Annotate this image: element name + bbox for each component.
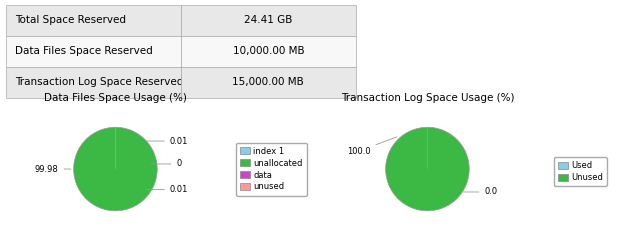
Legend: Used, Unused: Used, Unused (553, 157, 607, 186)
Legend: index 1, unallocated, data, unused: index 1, unallocated, data, unused (236, 143, 307, 196)
Text: 0.01: 0.01 (146, 185, 188, 194)
Text: 0.0: 0.0 (464, 187, 498, 196)
Text: 99.98: 99.98 (35, 165, 71, 173)
Wedge shape (386, 127, 469, 211)
Title: Transaction Log Space Usage (%): Transaction Log Space Usage (%) (341, 93, 514, 103)
Text: 0.01: 0.01 (146, 136, 188, 146)
Text: 0: 0 (152, 159, 182, 169)
Title: Data Files Space Usage (%): Data Files Space Usage (%) (44, 93, 187, 103)
Wedge shape (74, 127, 157, 211)
Text: 100.0: 100.0 (347, 137, 397, 156)
